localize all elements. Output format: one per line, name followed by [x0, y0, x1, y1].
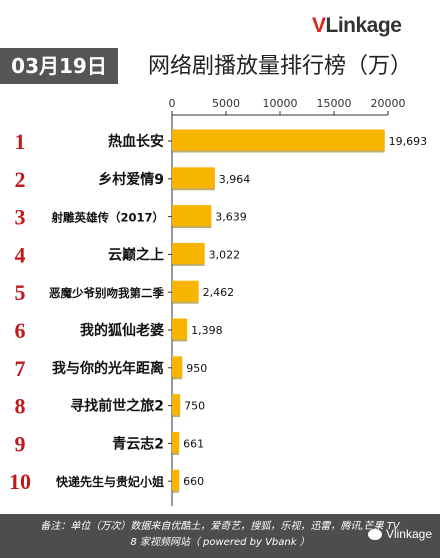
category-label: 恶魔少爷别吻我第二季: [49, 286, 164, 300]
rank-number: 2: [15, 167, 26, 192]
value-label: 1,398: [191, 324, 223, 337]
category-label: 青云志2: [112, 435, 164, 452]
category-label: 我与你的光年距离: [52, 360, 164, 377]
x-tick-label: 0: [169, 97, 176, 110]
value-label: 3,964: [219, 173, 251, 186]
bar: [172, 318, 188, 340]
value-label: 950: [186, 362, 207, 375]
footer-note-line1: 备注：单位（万次）数据来自优酷土，爱奇艺，搜狐，乐视，迅雷，腾讯,芒果 TV: [40, 521, 400, 532]
x-tick-label: 5000: [212, 97, 240, 110]
rank-number: 8: [15, 394, 26, 419]
wechat-icon: [367, 529, 382, 541]
bar: [172, 167, 215, 189]
rank-number: 7: [15, 356, 26, 381]
value-label: 750: [184, 400, 205, 413]
bar: [172, 469, 180, 491]
vlinkage-logo: VLinkage: [312, 14, 402, 37]
rank-number: 1: [15, 129, 26, 154]
category-label: 寻找前世之旅2: [70, 398, 164, 415]
x-tick-label: 10000: [263, 97, 298, 110]
value-label: 661: [183, 437, 204, 450]
category-label: 我的狐仙老婆: [80, 322, 164, 339]
category-label: 快递先生与贵妃小姐: [56, 474, 164, 489]
category-label: 射雕英雄传（2017）: [50, 211, 164, 225]
wechat-watermark: Vlinkage: [367, 526, 432, 542]
value-label: 19,693: [389, 135, 428, 148]
value-label: 3,022: [209, 248, 241, 261]
rank-number: 4: [15, 242, 26, 267]
value-label: 660: [183, 475, 204, 488]
bar: [172, 431, 180, 453]
bar: [172, 280, 199, 302]
rank-number: 5: [15, 280, 26, 305]
chart-title: 网络剧播放量排行榜（万）: [147, 54, 412, 79]
category-label: 热血长安: [108, 133, 164, 150]
footer-note-line2: 8 家视频网站（ powered by Vbank ）: [130, 537, 310, 548]
x-tick-label: 15000: [317, 97, 352, 110]
bar: [172, 205, 212, 227]
rank-number: 10: [9, 469, 31, 494]
footer-note: 备注：单位（万次）数据来自优酷土，爱奇艺，搜狐，乐视，迅雷，腾讯,芒果 TV 8…: [0, 514, 440, 558]
value-label: 2,462: [203, 286, 235, 299]
value-label: 3,639: [215, 211, 247, 224]
category-label: 乡村爱情9: [98, 171, 164, 188]
bar: [172, 356, 183, 378]
ranking-bar-chart: 0 5000 10000 15000 20000 1 热血长安 19,693 2 乡村爱情9 3,9…: [9, 97, 428, 506]
rank-number: 6: [15, 318, 26, 343]
category-label: 云巅之上: [108, 246, 164, 263]
date-badge: 03月19日: [0, 48, 118, 84]
rank-number: 3: [15, 205, 26, 230]
x-tick-label: 20000: [371, 97, 406, 110]
bar: [172, 242, 205, 264]
rank-number: 9: [15, 431, 26, 456]
bar: [172, 129, 385, 151]
bar: [172, 394, 181, 416]
